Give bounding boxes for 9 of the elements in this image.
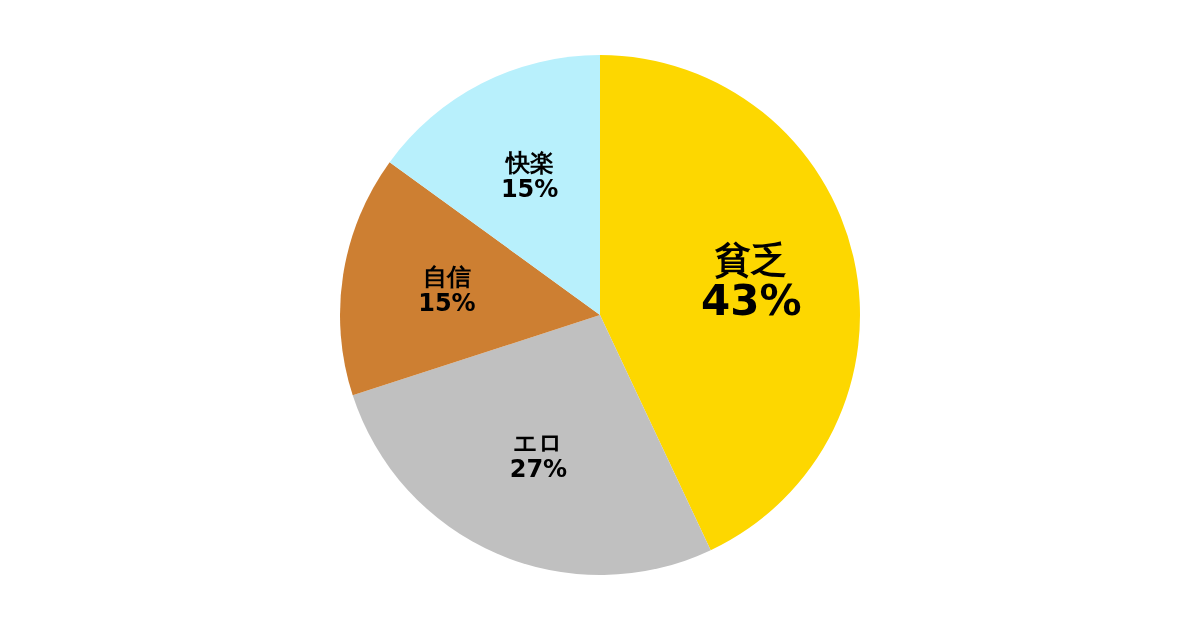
data-label: 15% xyxy=(500,174,559,203)
slice-label: 快楽 xyxy=(503,148,554,177)
slice-label: エロ xyxy=(513,429,564,458)
data-label: 15% xyxy=(418,288,476,317)
pie-slice xyxy=(389,55,600,315)
pie-slice xyxy=(352,315,711,575)
pie-slice xyxy=(600,55,860,551)
slice-label: 自信 xyxy=(422,262,471,291)
data-label: 27% xyxy=(509,455,568,484)
